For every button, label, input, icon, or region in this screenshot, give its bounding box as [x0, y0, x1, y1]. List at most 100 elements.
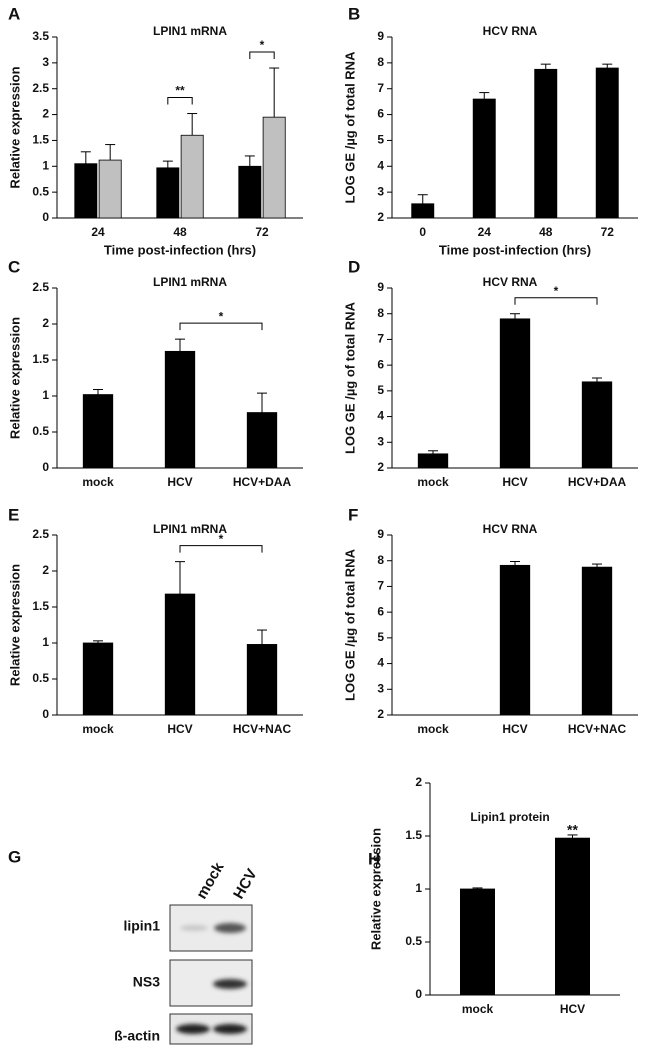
bar [581, 566, 613, 716]
y-tick-label: 1.5 [32, 599, 49, 613]
bar [164, 350, 196, 469]
y-tick-label: 2.5 [32, 280, 49, 294]
y-axis-label: Relative expression [7, 66, 22, 188]
panel-letter: G [8, 847, 21, 866]
row-label: lipin1 [123, 918, 160, 934]
significance-label: ** [175, 84, 185, 98]
y-tick-label: 1 [42, 158, 49, 172]
significance-bracket [179, 545, 263, 553]
y-tick-label: 2 [42, 316, 49, 330]
y-tick-label: 9 [377, 29, 384, 43]
bar [499, 564, 531, 716]
error-bar [472, 887, 483, 889]
bar [595, 67, 619, 219]
error-bar [269, 67, 280, 118]
panel-letter: H [368, 849, 380, 868]
x-tick-label: HCV [560, 1002, 585, 1016]
chart-title: LPIN1 mRNA [153, 522, 227, 536]
x-tick-label: HCV+DAA [568, 475, 627, 489]
panel-letter: D [348, 257, 360, 276]
y-tick-label: 0.5 [32, 424, 49, 438]
x-tick-label: mock [82, 475, 114, 489]
error-bar [510, 313, 520, 319]
bar [499, 318, 531, 469]
significance-label: ** [567, 822, 578, 838]
y-tick-label: 2.5 [32, 81, 49, 95]
bar [74, 163, 98, 219]
error-bar [175, 561, 185, 595]
error-bar [93, 640, 103, 643]
bar [246, 644, 278, 716]
error-bar [428, 450, 438, 454]
y-tick-label: 8 [377, 553, 384, 567]
y-tick-label: 3 [42, 55, 49, 69]
error-bar [257, 392, 267, 413]
x-tick-label: 24 [91, 225, 105, 239]
error-bar [602, 63, 613, 69]
bar [82, 394, 114, 469]
y-tick-label: 1 [42, 388, 49, 402]
chart-title: LPIN1 mRNA [153, 24, 227, 38]
bar [82, 642, 114, 716]
x-tick-label: HCV [502, 722, 527, 736]
chart-title: HCV RNA [483, 275, 538, 289]
chart-panel: E LPIN1 mRNA Relative expression 0 0.5 1 1.5 2 2… [7, 505, 303, 736]
panel-letter: B [348, 4, 360, 23]
x-tick-label: 72 [255, 225, 269, 239]
y-tick-label: 3 [377, 681, 384, 695]
y-tick-label: 5 [377, 383, 384, 397]
error-bar [93, 389, 103, 395]
y-tick-label: 6 [377, 107, 384, 121]
significance-label: * [554, 284, 559, 298]
x-axis-label: Time post-infection (hrs) [439, 242, 591, 257]
y-tick-label: 1.5 [32, 133, 49, 147]
western-blot: G mock HCV lipin1 NS3 ß-actin [8, 847, 261, 1045]
y-tick-label: 9 [377, 280, 384, 294]
y-tick-label: 3.5 [32, 29, 49, 43]
x-tick-label: HCV+NAC [568, 722, 627, 736]
x-tick-label: mock [82, 722, 114, 736]
y-tick-label: 1.5 [405, 828, 422, 842]
bar [581, 381, 613, 469]
error-bar [105, 144, 116, 161]
y-tick-label: 0.5 [405, 934, 422, 948]
error-bar [417, 194, 428, 204]
y-axis-label: LOG GE /µg of total RNA [342, 51, 357, 204]
y-tick-label: 3 [377, 434, 384, 448]
chart-title: Lipin1 protein [470, 810, 549, 824]
significance-label: * [219, 532, 224, 546]
y-tick-label: 8 [377, 306, 384, 320]
x-tick-label: HCV [502, 475, 527, 489]
chart-panel: B HCV RNA LOG GE /µg of total RNA Time post… [342, 4, 638, 257]
x-tick-label: HCV [167, 475, 192, 489]
bar [156, 167, 180, 219]
y-tick-label: 5 [377, 630, 384, 644]
y-tick-label: 4 [377, 409, 384, 423]
bar [472, 98, 496, 219]
x-tick-label: 72 [601, 225, 615, 239]
y-tick-label: 4 [377, 656, 384, 670]
y-tick-label: 1.5 [32, 352, 49, 366]
y-tick-label: 6 [377, 357, 384, 371]
bar [555, 837, 591, 996]
x-tick-label: HCV [167, 722, 192, 736]
y-tick-label: 0.5 [32, 671, 49, 685]
chart-panel: A LPIN1 mRNA Relative expression Time post-… [7, 4, 303, 257]
significance-label: * [219, 309, 224, 323]
chart-title: HCV RNA [483, 522, 538, 536]
y-tick-label: 0 [415, 987, 422, 1001]
y-tick-label: 1 [42, 635, 49, 649]
error-bar [479, 92, 490, 100]
significance-bracket [249, 51, 275, 60]
bar [180, 134, 204, 219]
band [180, 925, 208, 931]
chart-panel: C LPIN1 mRNA Relative expression 0 0.5 1 1.5 2 2… [7, 257, 303, 489]
y-tick-label: 0 [42, 460, 49, 474]
y-tick-label: 9 [377, 527, 384, 541]
lane-label: HCV [230, 866, 261, 902]
significance-bracket [167, 97, 193, 105]
y-axis-label: Relative expression [368, 828, 383, 950]
y-tick-label: 8 [377, 55, 384, 69]
chart-panel: F HCV RNA LOG GE /µg of total RNA 2 3 4 5 6 7 8 9 m… [342, 505, 638, 736]
